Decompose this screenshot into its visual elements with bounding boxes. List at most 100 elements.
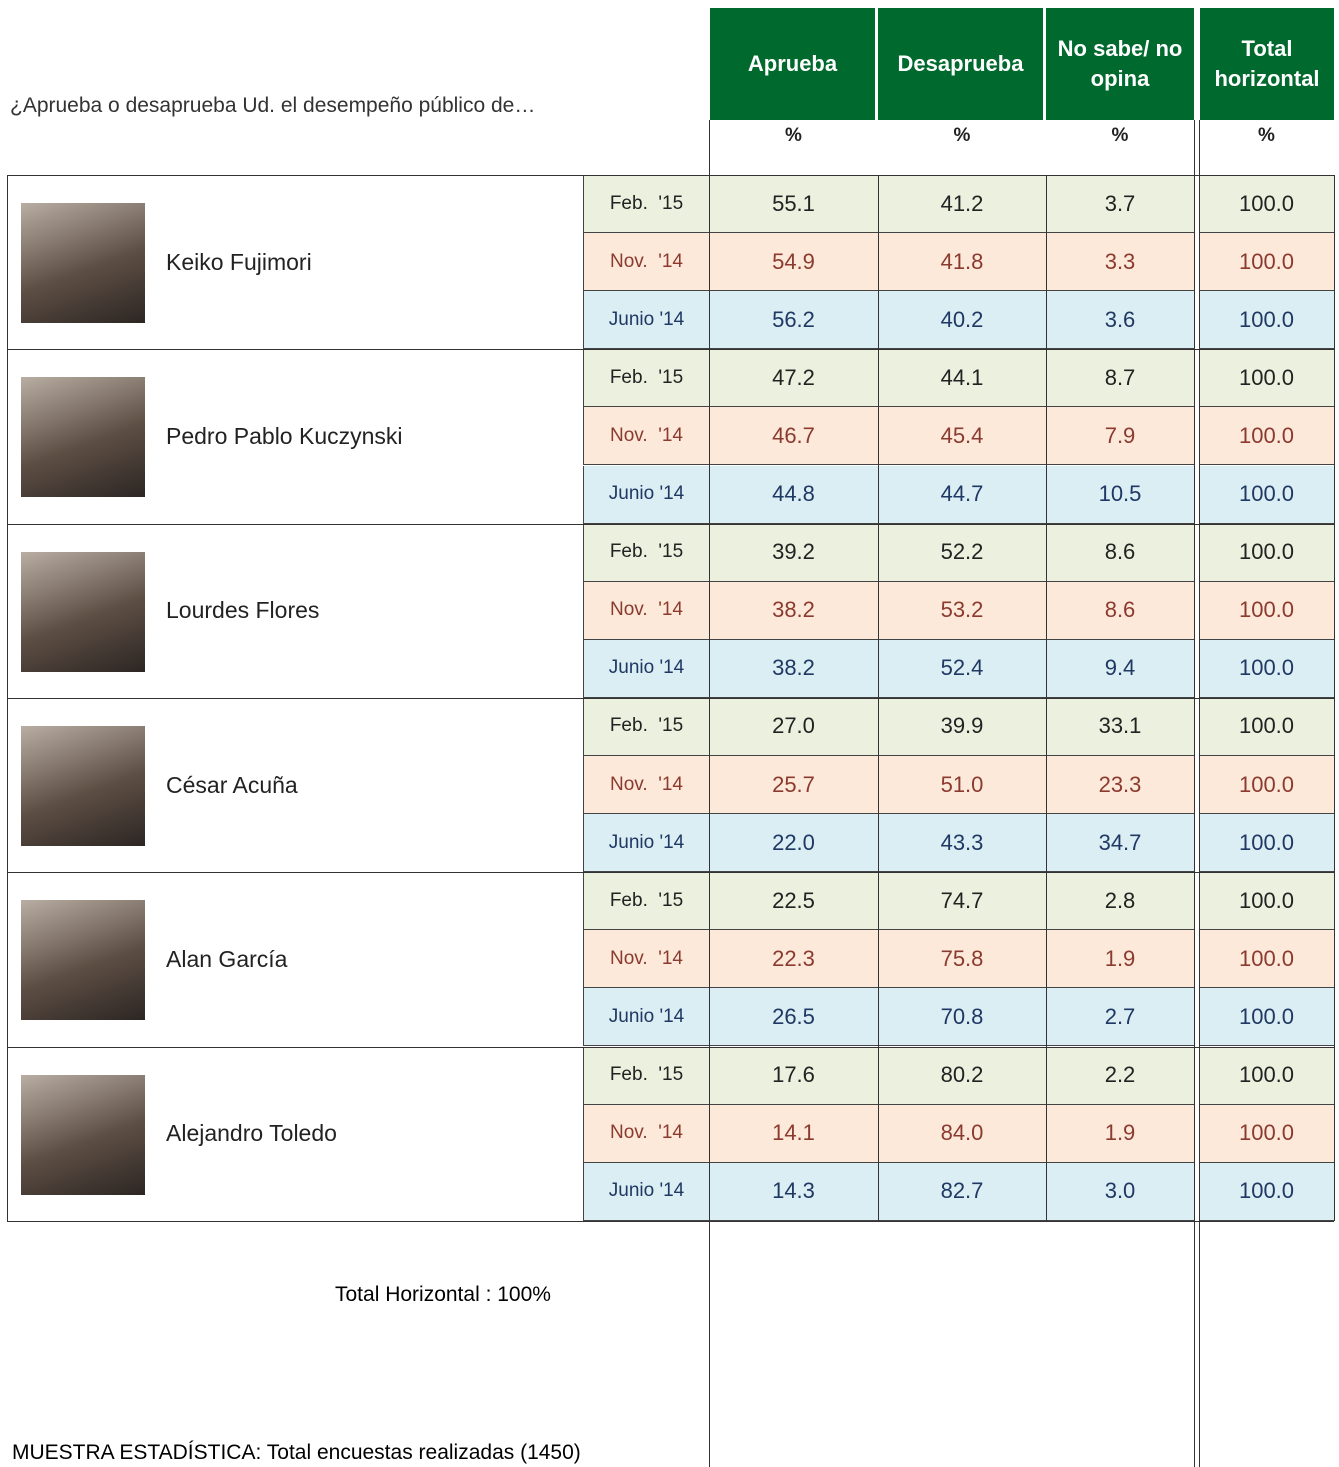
period: Feb. '15 bbox=[583, 697, 709, 756]
sample-note: MUESTRA ESTADÍSTICA: Total encuestas rea… bbox=[12, 1441, 581, 1464]
person-photo bbox=[21, 203, 145, 323]
column-line bbox=[1199, 1220, 1200, 1467]
value-cell: 100.0 bbox=[1199, 988, 1334, 1047]
period: Junio '14 bbox=[583, 639, 709, 698]
period: Nov. '14 bbox=[583, 1104, 709, 1163]
value-cell: 70.8 bbox=[878, 988, 1046, 1047]
value-cell: 3.7 bbox=[1046, 175, 1194, 234]
value-cell: 44.1 bbox=[878, 349, 1046, 408]
table-border bbox=[7, 175, 8, 1221]
group-line bbox=[7, 175, 1334, 176]
value-cell: 40.2 bbox=[878, 291, 1046, 350]
value-cell: 100.0 bbox=[1199, 523, 1334, 582]
column-line bbox=[709, 175, 710, 1221]
column-header: Desaprueba bbox=[878, 8, 1043, 120]
value-cell: 8.6 bbox=[1046, 581, 1194, 640]
value-cell: 22.0 bbox=[709, 814, 878, 873]
value-cell: 100.0 bbox=[1199, 233, 1334, 292]
value-cell: 100.0 bbox=[1199, 872, 1334, 931]
value-cell: 100.0 bbox=[1199, 407, 1334, 466]
period: Feb. '15 bbox=[583, 175, 709, 234]
value-cell: 14.3 bbox=[709, 1162, 878, 1221]
value-cell: 33.1 bbox=[1046, 697, 1194, 756]
period: Nov. '14 bbox=[583, 233, 709, 292]
period: Feb. '15 bbox=[583, 1046, 709, 1105]
value-cell: 100.0 bbox=[1199, 1104, 1334, 1163]
column-unit: % bbox=[1258, 125, 1275, 146]
value-cell: 44.7 bbox=[878, 465, 1046, 524]
value-cell: 1.9 bbox=[1046, 930, 1194, 989]
column-line bbox=[1194, 120, 1195, 175]
group-line bbox=[7, 1220, 1334, 1222]
column-unit: % bbox=[785, 125, 802, 146]
person-photo bbox=[21, 551, 145, 672]
value-cell: 3.6 bbox=[1046, 291, 1194, 350]
value-cell: 53.2 bbox=[878, 581, 1046, 640]
column-unit: % bbox=[953, 125, 971, 146]
value-cell: 34.7 bbox=[1046, 814, 1194, 873]
value-cell: 3.0 bbox=[1046, 1162, 1194, 1221]
column-header: No sabe/ no opina bbox=[1046, 8, 1194, 120]
column-line bbox=[1199, 175, 1200, 1221]
period: Feb. '15 bbox=[583, 523, 709, 582]
value-cell: 100.0 bbox=[1199, 175, 1334, 234]
person-name: Alejandro Toledo bbox=[166, 1120, 337, 1147]
value-cell: 39.9 bbox=[878, 697, 1046, 756]
value-cell: 14.1 bbox=[709, 1104, 878, 1163]
person-name: Pedro Pablo Kuczynski bbox=[166, 422, 403, 449]
value-cell: 100.0 bbox=[1199, 291, 1334, 350]
value-cell: 45.4 bbox=[878, 407, 1046, 466]
total-note: Total Horizontal : 100% bbox=[335, 1283, 551, 1306]
value-cell: 43.3 bbox=[878, 814, 1046, 873]
value-cell: 52.2 bbox=[878, 523, 1046, 582]
value-cell: 10.5 bbox=[1046, 465, 1194, 524]
period: Nov. '14 bbox=[583, 930, 709, 989]
period: Junio '14 bbox=[583, 1162, 709, 1221]
value-cell: 100.0 bbox=[1199, 697, 1334, 756]
value-cell: 100.0 bbox=[1199, 349, 1334, 408]
column-line bbox=[709, 1220, 710, 1467]
value-cell: 41.8 bbox=[878, 233, 1046, 292]
period: Feb. '15 bbox=[583, 872, 709, 931]
table-border bbox=[1334, 175, 1335, 1221]
group-line bbox=[7, 523, 1334, 525]
value-cell: 55.1 bbox=[709, 175, 878, 234]
column-line bbox=[1194, 175, 1195, 1221]
column-line bbox=[709, 120, 710, 175]
period: Nov. '14 bbox=[583, 407, 709, 466]
value-cell: 44.8 bbox=[709, 465, 878, 524]
value-cell: 3.3 bbox=[1046, 233, 1194, 292]
value-cell: 100.0 bbox=[1199, 814, 1334, 873]
value-cell: 82.7 bbox=[878, 1162, 1046, 1221]
period: Nov. '14 bbox=[583, 756, 709, 815]
value-cell: 100.0 bbox=[1199, 930, 1334, 989]
person-name: Keiko Fujimori bbox=[166, 248, 312, 275]
value-cell: 74.7 bbox=[878, 872, 1046, 931]
value-cell: 41.2 bbox=[878, 175, 1046, 234]
value-cell: 2.8 bbox=[1046, 872, 1194, 931]
period: Feb. '15 bbox=[583, 349, 709, 408]
value-cell: 46.7 bbox=[709, 407, 878, 466]
value-cell: 8.7 bbox=[1046, 349, 1194, 408]
value-cell: 17.6 bbox=[709, 1046, 878, 1105]
value-cell: 9.4 bbox=[1046, 639, 1194, 698]
value-cell: 56.2 bbox=[709, 291, 878, 350]
value-cell: 47.2 bbox=[709, 349, 878, 408]
column-header: Aprueba bbox=[710, 8, 875, 120]
value-cell: 100.0 bbox=[1199, 756, 1334, 815]
value-cell: 1.9 bbox=[1046, 1104, 1194, 1163]
column-line bbox=[878, 175, 879, 1221]
value-cell: 22.3 bbox=[709, 930, 878, 989]
value-cell: 22.5 bbox=[709, 872, 878, 931]
column-line bbox=[1199, 120, 1200, 175]
value-cell: 100.0 bbox=[1199, 581, 1334, 640]
value-cell: 38.2 bbox=[709, 581, 878, 640]
value-cell: 100.0 bbox=[1199, 1046, 1334, 1105]
value-cell: 100.0 bbox=[1199, 639, 1334, 698]
group-line bbox=[7, 1046, 1334, 1048]
value-cell: 38.2 bbox=[709, 639, 878, 698]
column-line bbox=[1194, 1220, 1195, 1467]
column-unit: % bbox=[1111, 125, 1129, 146]
period: Junio '14 bbox=[583, 814, 709, 873]
